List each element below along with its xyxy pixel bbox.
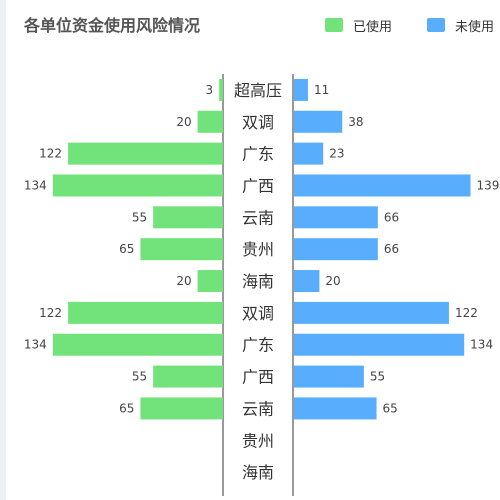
- bar-unused: [294, 365, 364, 388]
- category-label: 双调: [242, 113, 274, 132]
- legend-swatch-unused: [427, 18, 445, 32]
- value-label-used: 65: [119, 242, 134, 256]
- value-label-used: 122: [39, 147, 62, 161]
- value-label-unused: 134: [470, 338, 493, 352]
- value-label-used: 20: [176, 115, 191, 129]
- bar-used: [68, 301, 223, 324]
- bar-used: [140, 397, 223, 420]
- bar-unused: [294, 333, 465, 356]
- bar-unused: [294, 397, 377, 420]
- value-label-unused: 66: [384, 210, 399, 224]
- legend-swatch-used: [325, 18, 343, 32]
- bar-used: [153, 365, 223, 388]
- bar-used: [52, 174, 223, 197]
- value-label-unused: 38: [348, 115, 363, 129]
- category-label: 广西: [242, 368, 274, 387]
- legend-label-used: 已使用: [353, 19, 393, 35]
- bar-used: [197, 110, 223, 133]
- value-label-unused: 20: [325, 274, 340, 288]
- bar-used: [68, 142, 223, 165]
- bar-used: [153, 206, 223, 229]
- category-label: 海南: [242, 463, 274, 482]
- chart-title: 各单位资金使用风险情况: [24, 16, 201, 35]
- value-label-used: 134: [24, 178, 47, 192]
- value-label-unused: 66: [384, 242, 399, 256]
- category-label: 贵州: [242, 240, 274, 259]
- category-label: 海南: [242, 272, 274, 291]
- bar-used: [197, 270, 223, 293]
- bar-unused: [294, 301, 449, 324]
- bar-unused: [294, 270, 320, 293]
- legend-label-unused: 未使用: [455, 19, 495, 35]
- category-label: 云南: [242, 208, 274, 227]
- value-label-unused: 23: [329, 147, 344, 161]
- value-label-used: 134: [24, 338, 47, 352]
- value-label-used: 55: [132, 370, 147, 384]
- value-label-used: 122: [39, 306, 62, 320]
- value-label-unused: 139: [477, 178, 500, 192]
- bar-used: [52, 333, 223, 356]
- bar-unused: [294, 174, 471, 197]
- category-label: 广东: [242, 336, 274, 355]
- bar-unused: [294, 206, 378, 229]
- category-label: 广西: [242, 176, 274, 195]
- category-label: 云南: [242, 399, 274, 418]
- bar-unused: [294, 78, 308, 101]
- bar-used: [140, 238, 223, 261]
- category-label: 贵州: [242, 431, 274, 450]
- value-label-unused: 55: [370, 370, 385, 384]
- bar-unused: [294, 238, 378, 261]
- value-label-used: 20: [176, 274, 191, 288]
- legend-item-unused[interactable]: 未使用: [427, 16, 495, 35]
- bar-unused: [294, 110, 343, 133]
- bar-unused: [294, 142, 324, 165]
- category-label: 超高压: [234, 81, 282, 100]
- value-label-unused: 11: [314, 83, 329, 97]
- value-label-unused: 65: [383, 401, 398, 415]
- value-label-used: 65: [119, 401, 134, 415]
- value-label-used: 55: [132, 210, 147, 224]
- category-label: 双调: [242, 304, 274, 323]
- category-label: 广东: [242, 145, 274, 164]
- left-edge-strip: [0, 0, 6, 500]
- value-label-unused: 122: [455, 306, 478, 320]
- legend-item-used[interactable]: 已使用: [325, 16, 393, 35]
- value-label-used: 3: [206, 83, 214, 97]
- bar-used: [219, 78, 223, 101]
